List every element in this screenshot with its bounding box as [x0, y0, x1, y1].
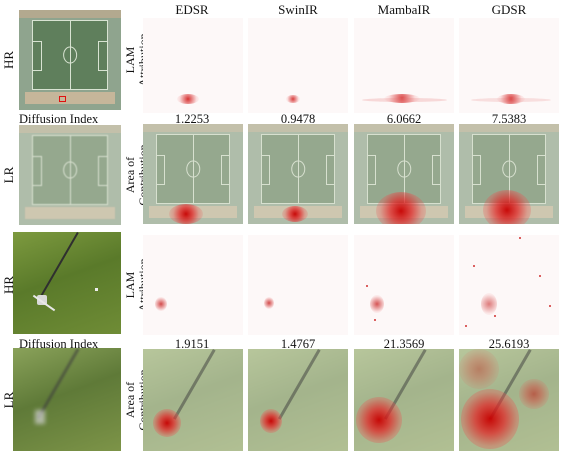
area-of-contribution-edsr-2: [143, 349, 243, 451]
area-of-contribution-swinir: [248, 124, 348, 224]
roi-marker: [59, 96, 66, 102]
lam-attribution-mambair: [354, 18, 454, 113]
diffusion-index-swinir: 0.9478: [280, 112, 316, 126]
row-label-lr: LR: [1, 166, 16, 184]
lam-attribution-swinir: [248, 18, 348, 113]
lam-attribution-mambair-2: [354, 235, 454, 335]
column-header-gdsr: GDSR: [491, 2, 527, 17]
area-of-contribution-gdsr-2: [459, 349, 559, 451]
lam-attribution-edsr: [143, 18, 243, 113]
diffusion-index-edsr: 1.2253: [174, 112, 210, 126]
diffusion-index-caption: Diffusion Index: [19, 112, 99, 126]
lr-image-soccer-field: [19, 125, 121, 225]
diffusion-index-edsr-2: 1.9151: [174, 337, 210, 351]
hr-image-soccer-field: [19, 10, 121, 110]
diffusion-index-mambair: 6.0662: [386, 112, 422, 126]
lr-image-grass-pole: [13, 348, 121, 451]
lam-attribution-gdsr-2: [459, 235, 559, 335]
column-header-mambair: MambaIR: [377, 2, 431, 17]
lam-attribution-swinir-2: [248, 235, 348, 335]
area-of-contribution-swinir-2: [248, 349, 348, 451]
area-of-contribution-edsr: [143, 124, 243, 224]
diffusion-index-gdsr-2: 25.6193: [488, 337, 530, 351]
row-label-hr: HR: [1, 50, 16, 70]
diffusion-index-caption-2: Diffusion Index: [19, 337, 99, 351]
diffusion-index-mambair-2: 21.3569: [383, 337, 425, 351]
area-of-contribution-mambair-2: [354, 349, 454, 451]
lam-attribution-edsr-2: [143, 235, 243, 335]
lam-attribution-gdsr: [459, 18, 559, 113]
column-header-edsr: EDSR: [175, 2, 209, 17]
hr-image-grass-pole: [13, 232, 121, 334]
column-header-swinir: SwinIR: [278, 2, 318, 17]
area-of-contribution-gdsr: [459, 124, 559, 224]
diffusion-index-gdsr: 7.5383: [491, 112, 527, 126]
diffusion-index-swinir-2: 1.4767: [280, 337, 316, 351]
area-of-contribution-mambair: [354, 124, 454, 224]
